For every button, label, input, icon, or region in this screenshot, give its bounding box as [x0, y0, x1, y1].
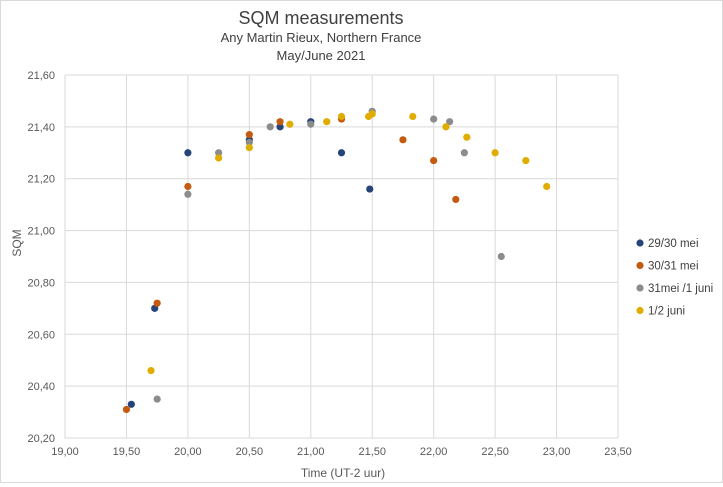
data-point	[153, 395, 161, 403]
legend-marker	[636, 284, 644, 292]
data-point	[368, 110, 376, 118]
y-tick-label: 20,20	[27, 433, 55, 445]
x-tick-label: 21,50	[358, 446, 386, 458]
data-points	[122, 107, 551, 414]
grid-lines	[64, 74, 619, 439]
chart-title: SQM measurements	[238, 8, 403, 28]
data-point	[286, 120, 294, 128]
legend-entry-label: 30/31 mei	[648, 261, 699, 273]
data-point	[460, 149, 468, 157]
data-point	[337, 112, 346, 121]
data-point	[522, 156, 530, 165]
x-tick-label: 23,00	[543, 446, 571, 458]
y-tick-label: 21,20	[27, 174, 55, 186]
data-point	[463, 133, 471, 141]
data-point	[366, 185, 374, 193]
tick-labels: 19,00 19,50 20,00 20,50 21,00 21,50 22,00 22,50…	[27, 70, 631, 458]
data-point	[399, 136, 407, 144]
data-point	[184, 182, 192, 191]
data-point	[127, 400, 135, 408]
data-point	[147, 366, 155, 375]
data-point	[215, 149, 223, 157]
x-axis-label: Time (UT-2 uur)	[301, 466, 385, 480]
x-tick-label: 22,00	[420, 446, 448, 458]
data-point	[430, 115, 438, 123]
data-point	[245, 138, 253, 147]
x-tick-label: 22,50	[481, 446, 509, 458]
data-point	[184, 190, 192, 198]
data-point	[323, 118, 331, 126]
chart-subtitle-line-2: May/June 2021	[277, 48, 366, 63]
data-point	[245, 144, 253, 152]
data-point	[491, 149, 499, 157]
data-point	[497, 252, 505, 261]
y-tick-label: 21,00	[27, 226, 55, 238]
data-point	[442, 123, 450, 131]
y-tick-label: 20,60	[27, 329, 55, 341]
x-tick-label: 20,50	[236, 446, 264, 458]
legend-entry-label: 29/30 mei	[648, 238, 699, 250]
y-tick-label: 21,60	[27, 70, 55, 82]
data-point	[215, 154, 223, 162]
data-point	[409, 112, 417, 121]
data-point	[276, 123, 284, 131]
x-tick-label: 20,00	[174, 446, 202, 458]
legend: 29/30 mei 30/31 mei 31mei /1 juni 1/2 juni	[636, 238, 713, 318]
chart-subtitle-line-1: Any Martin Rieux, Northern France	[221, 30, 422, 45]
data-point	[245, 131, 253, 139]
data-point	[452, 195, 460, 204]
data-point	[307, 120, 315, 128]
x-tick-label: 19,50	[113, 446, 141, 458]
data-point	[276, 118, 284, 126]
y-axis-label: SQM	[10, 229, 24, 256]
data-point	[266, 123, 274, 131]
legend-entry-label: 1/2 juni	[648, 306, 685, 318]
data-point	[122, 405, 131, 414]
y-tick-label: 21,40	[27, 122, 55, 134]
legend-marker	[636, 239, 644, 247]
y-tick-label: 20,40	[27, 381, 55, 393]
data-point	[153, 299, 161, 307]
x-tick-label: 21,00	[297, 446, 325, 458]
x-tick-label: 23,50	[604, 446, 632, 458]
legend-entry-label: 31mei /1 juni	[648, 283, 713, 295]
data-point	[337, 149, 346, 157]
data-point	[184, 149, 192, 157]
x-tick-label: 19,00	[51, 446, 79, 458]
legend-marker	[636, 261, 644, 270]
data-point	[446, 118, 454, 126]
y-tick-label: 20,80	[27, 277, 55, 289]
legend-marker	[636, 306, 644, 315]
data-point	[543, 182, 551, 191]
data-point	[430, 156, 438, 165]
